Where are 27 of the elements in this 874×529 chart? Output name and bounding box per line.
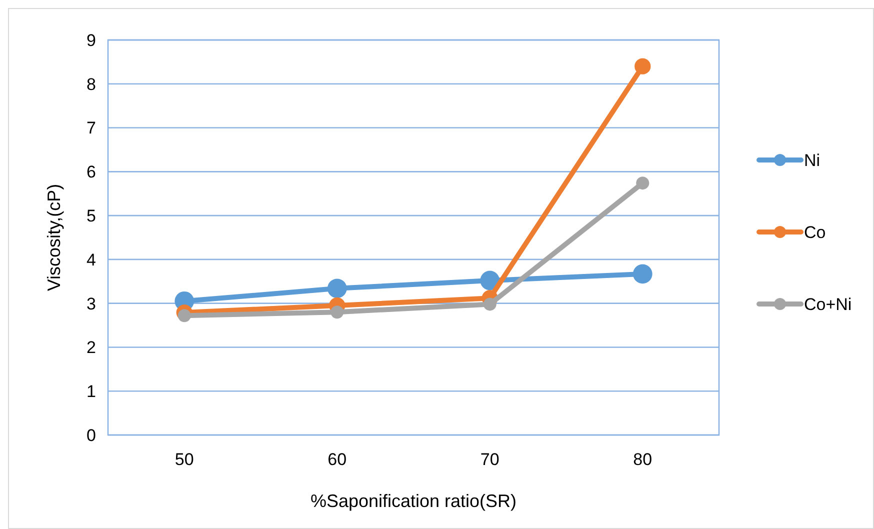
y-tick-label: 1 (86, 382, 96, 402)
x-tick-label: 80 (633, 450, 652, 469)
point (178, 309, 191, 322)
point (632, 264, 652, 284)
x-axis-title: %Saponification ratio(SR) (310, 491, 517, 511)
y-tick-label: 5 (86, 206, 96, 226)
legend-label: Co+Ni (804, 294, 852, 314)
point (483, 298, 496, 311)
x-tick-label: 70 (480, 450, 500, 469)
legend-label: Ni (804, 150, 820, 170)
x-tick-label: 60 (328, 450, 347, 469)
y-tick-label: 0 (86, 426, 96, 445)
legend-label: Co (804, 222, 826, 242)
point (330, 306, 344, 319)
point (480, 270, 500, 290)
y-tick-label: 8 (86, 74, 96, 94)
y-tick-label: 9 (86, 30, 96, 50)
point (327, 278, 347, 298)
point (634, 58, 651, 74)
y-tick-label: 6 (86, 162, 96, 182)
x-tick-label: 50 (174, 450, 194, 469)
y-tick-label: 2 (86, 338, 96, 358)
y-tick-label: 3 (86, 294, 96, 314)
y-tick-label: 4 (86, 250, 96, 270)
y-tick-label: 7 (86, 118, 96, 138)
point (636, 176, 650, 190)
y-axis-title: Viscosity,(cP) (44, 184, 64, 292)
